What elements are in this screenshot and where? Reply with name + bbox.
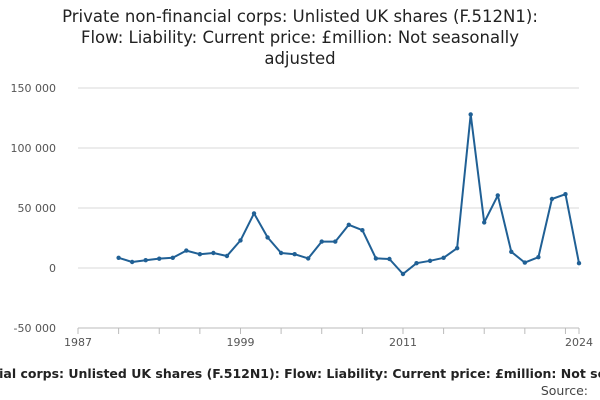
data-point[interactable] — [387, 256, 392, 262]
x-tick-label: 2011 — [389, 336, 417, 349]
footer-source-label: Source: — [540, 383, 588, 398]
x-tick-label: 1999 — [226, 336, 254, 349]
data-point[interactable] — [224, 253, 230, 259]
data-point[interactable] — [184, 248, 189, 253]
y-tick-label: 0 — [49, 262, 56, 275]
data-point[interactable] — [549, 196, 555, 202]
data-point[interactable] — [509, 249, 514, 254]
data-point[interactable] — [157, 256, 162, 261]
data-point[interactable] — [414, 261, 419, 266]
data-point[interactable] — [305, 256, 311, 261]
data-point[interactable] — [454, 246, 460, 251]
data-point[interactable] — [333, 239, 338, 244]
data-point[interactable] — [346, 222, 352, 227]
data-point[interactable] — [441, 255, 446, 260]
footer-series-label: Private non-financial corps: Unlisted UK… — [0, 366, 600, 381]
x-tick-label: 1987 — [64, 336, 92, 349]
data-point[interactable] — [129, 259, 135, 265]
data-point[interactable] — [319, 239, 324, 244]
data-point[interactable] — [427, 258, 433, 263]
data-point[interactable] — [495, 193, 500, 198]
x-axis — [77, 327, 580, 334]
chart-title-line-3: adjusted — [264, 49, 336, 68]
data-point[interactable] — [251, 211, 257, 216]
y-tick-label: -50 000 — [14, 322, 56, 335]
data-point[interactable] — [522, 260, 528, 265]
data-point[interactable] — [360, 228, 365, 233]
gridlines — [78, 87, 579, 329]
y-axis-tick-labels: -50 000 0 50 000 100 000 150 000 — [11, 82, 57, 335]
data-point[interactable] — [238, 238, 243, 243]
data-point[interactable] — [468, 112, 473, 117]
data-point[interactable] — [265, 235, 270, 240]
data-point[interactable] — [211, 250, 216, 256]
data-point[interactable] — [373, 256, 379, 261]
data-point[interactable] — [576, 261, 582, 266]
y-tick-label: 100 000 — [11, 142, 57, 155]
data-point[interactable] — [292, 252, 297, 257]
data-point[interactable] — [143, 258, 148, 263]
data-point[interactable] — [482, 220, 487, 225]
data-point[interactable] — [400, 271, 406, 277]
data-point[interactable] — [536, 255, 541, 260]
chart-title: Private non-financial corps: Unlisted UK… — [0, 6, 600, 69]
y-tick-label: 50 000 — [18, 202, 57, 215]
data-point[interactable] — [197, 252, 203, 257]
data-point[interactable] — [170, 255, 175, 260]
chart-title-line-1: Private non-financial corps: Unlisted UK… — [62, 7, 538, 26]
chart-title-line-2: Flow: Liability: Current price: £million… — [80, 28, 520, 47]
data-point[interactable] — [116, 255, 121, 260]
data-point[interactable] — [278, 250, 284, 256]
x-tick-label: 2024 — [565, 336, 593, 349]
data-point[interactable] — [563, 192, 568, 197]
footer: Private non-financial corps: Unlisted UK… — [0, 360, 600, 400]
series-group — [116, 112, 582, 277]
y-tick-label: 150 000 — [11, 82, 57, 95]
x-axis-tick-labels: 1987 1999 2011 2024 — [64, 336, 593, 349]
